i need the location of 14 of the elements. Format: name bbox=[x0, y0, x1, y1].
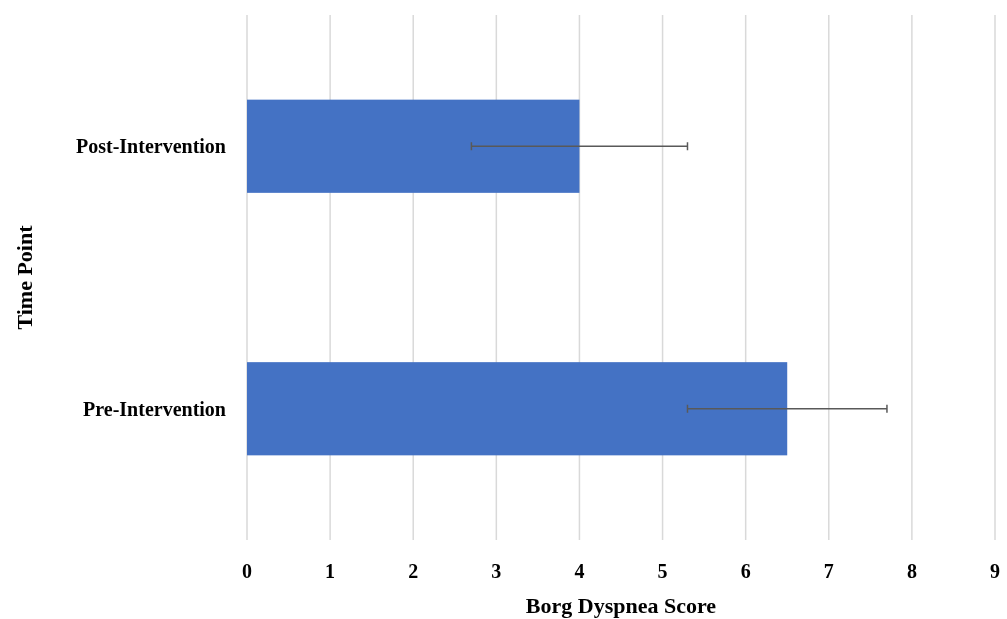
x-tick-label: 4 bbox=[574, 560, 585, 582]
y-axis-title: Time Point bbox=[12, 224, 37, 330]
x-tick-label: 9 bbox=[990, 560, 1000, 582]
y-tick-label: Post-Intervention bbox=[76, 135, 226, 158]
x-tick-label: 8 bbox=[906, 560, 917, 582]
y-tick-label: Pre-Intervention bbox=[83, 397, 226, 420]
x-tick-label: 7 bbox=[823, 560, 834, 582]
x-tick-label: 0 bbox=[242, 560, 252, 582]
x-tick-label: 6 bbox=[740, 560, 751, 582]
x-axis-title: Borg Dyspnea Score bbox=[525, 593, 717, 618]
x-tick-label: 3 bbox=[491, 560, 502, 582]
x-tick-label: 2 bbox=[408, 560, 419, 582]
x-tick-label: 5 bbox=[657, 560, 668, 582]
x-tick-label: 1 bbox=[325, 560, 336, 582]
